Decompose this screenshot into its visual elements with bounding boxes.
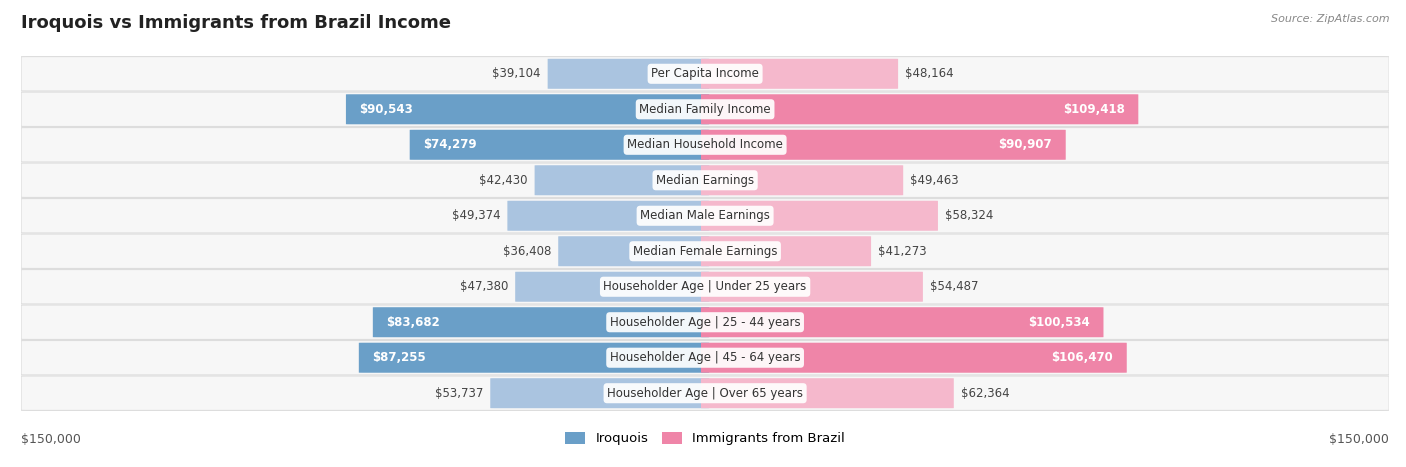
Text: Median Earnings: Median Earnings	[657, 174, 754, 187]
FancyBboxPatch shape	[21, 376, 1389, 410]
FancyBboxPatch shape	[21, 234, 1389, 269]
Text: Median Male Earnings: Median Male Earnings	[640, 209, 770, 222]
Text: Median Household Income: Median Household Income	[627, 138, 783, 151]
FancyBboxPatch shape	[21, 305, 1389, 340]
Legend: Iroquois, Immigrants from Brazil: Iroquois, Immigrants from Brazil	[560, 426, 851, 451]
FancyBboxPatch shape	[558, 236, 709, 266]
Text: $74,279: $74,279	[423, 138, 477, 151]
Text: Householder Age | Under 25 years: Householder Age | Under 25 years	[603, 280, 807, 293]
FancyBboxPatch shape	[373, 307, 709, 337]
Text: $100,534: $100,534	[1028, 316, 1090, 329]
FancyBboxPatch shape	[702, 272, 922, 302]
FancyBboxPatch shape	[702, 236, 872, 266]
FancyBboxPatch shape	[21, 127, 1389, 162]
Text: Per Capita Income: Per Capita Income	[651, 67, 759, 80]
Text: $47,380: $47,380	[460, 280, 509, 293]
FancyBboxPatch shape	[21, 269, 1389, 304]
FancyBboxPatch shape	[359, 343, 709, 373]
FancyBboxPatch shape	[702, 343, 1126, 373]
Text: Householder Age | 45 - 64 years: Householder Age | 45 - 64 years	[610, 351, 800, 364]
Text: $49,374: $49,374	[451, 209, 501, 222]
FancyBboxPatch shape	[515, 272, 709, 302]
FancyBboxPatch shape	[702, 307, 1104, 337]
FancyBboxPatch shape	[702, 165, 903, 195]
FancyBboxPatch shape	[21, 163, 1389, 198]
Text: $36,408: $36,408	[503, 245, 551, 258]
FancyBboxPatch shape	[702, 130, 1066, 160]
FancyBboxPatch shape	[21, 92, 1389, 127]
Text: Householder Age | 25 - 44 years: Householder Age | 25 - 44 years	[610, 316, 800, 329]
FancyBboxPatch shape	[702, 59, 898, 89]
Text: $150,000: $150,000	[21, 433, 82, 446]
Text: $87,255: $87,255	[373, 351, 426, 364]
FancyBboxPatch shape	[21, 198, 1389, 233]
FancyBboxPatch shape	[548, 59, 709, 89]
Text: $49,463: $49,463	[910, 174, 959, 187]
Text: $90,543: $90,543	[360, 103, 413, 116]
Text: Iroquois vs Immigrants from Brazil Income: Iroquois vs Immigrants from Brazil Incom…	[21, 14, 451, 32]
FancyBboxPatch shape	[21, 57, 1389, 91]
FancyBboxPatch shape	[534, 165, 709, 195]
Text: $83,682: $83,682	[387, 316, 440, 329]
Text: $106,470: $106,470	[1052, 351, 1114, 364]
FancyBboxPatch shape	[346, 94, 709, 124]
FancyBboxPatch shape	[491, 378, 709, 408]
Text: $54,487: $54,487	[929, 280, 979, 293]
Text: $58,324: $58,324	[945, 209, 993, 222]
FancyBboxPatch shape	[702, 94, 1139, 124]
Text: $48,164: $48,164	[905, 67, 953, 80]
Text: Median Female Earnings: Median Female Earnings	[633, 245, 778, 258]
Text: Householder Age | Over 65 years: Householder Age | Over 65 years	[607, 387, 803, 400]
FancyBboxPatch shape	[508, 201, 709, 231]
Text: $62,364: $62,364	[960, 387, 1010, 400]
Text: $42,430: $42,430	[479, 174, 527, 187]
FancyBboxPatch shape	[702, 201, 938, 231]
FancyBboxPatch shape	[702, 378, 953, 408]
Text: $41,273: $41,273	[877, 245, 927, 258]
FancyBboxPatch shape	[21, 340, 1389, 375]
Text: $39,104: $39,104	[492, 67, 541, 80]
Text: $90,907: $90,907	[998, 138, 1052, 151]
Text: Median Family Income: Median Family Income	[640, 103, 770, 116]
Text: $150,000: $150,000	[1329, 433, 1389, 446]
Text: $53,737: $53,737	[434, 387, 484, 400]
Text: $109,418: $109,418	[1063, 103, 1125, 116]
Text: Source: ZipAtlas.com: Source: ZipAtlas.com	[1271, 14, 1389, 24]
FancyBboxPatch shape	[409, 130, 709, 160]
